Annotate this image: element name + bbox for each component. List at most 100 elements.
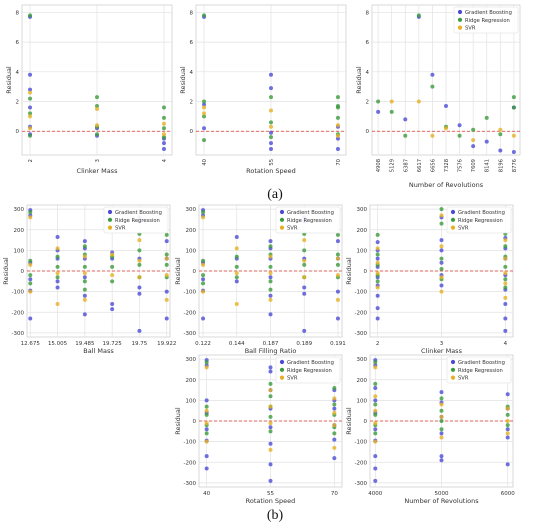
x-tick-label: 19.75 — [132, 341, 148, 347]
data-point — [28, 96, 33, 101]
x-tick-label: 8141 — [485, 159, 491, 172]
data-point — [268, 264, 273, 269]
data-point — [164, 289, 169, 294]
data-point — [28, 262, 33, 267]
legend-marker — [279, 209, 285, 215]
data-point — [268, 365, 273, 370]
y-tick-label: 8 — [366, 10, 370, 16]
data-point — [234, 279, 239, 284]
data-point — [55, 246, 60, 251]
x-tick-label: 6387 — [403, 159, 409, 172]
data-point — [375, 271, 380, 276]
y-tick-label: 200 — [357, 378, 368, 384]
data-point — [439, 256, 444, 261]
data-point — [137, 285, 142, 290]
data-point — [204, 404, 209, 409]
chart-b1: -300 -200 -100 0 100 200 300 12.675 15.005 19.485… — [2, 204, 176, 355]
data-point — [375, 232, 380, 237]
x-tick-label: 6617 — [417, 159, 423, 172]
data-point — [375, 260, 380, 265]
data-point — [164, 316, 169, 321]
y-tick-label: 100 — [186, 398, 197, 404]
y-tick-label: -300 — [355, 331, 368, 337]
data-point — [373, 386, 378, 390]
data-point — [439, 396, 444, 401]
data-point — [335, 105, 340, 110]
x-tick-label: 8776 — [512, 159, 518, 172]
y-tick-label: 0 — [364, 269, 368, 275]
x-tick-label: 4 — [162, 158, 168, 162]
data-point — [55, 264, 60, 269]
data-point — [335, 232, 340, 237]
data-point — [505, 419, 510, 423]
legend-label: SVR — [458, 376, 469, 382]
data-point — [204, 466, 209, 471]
y-tick-label: 100 — [357, 398, 368, 404]
data-point — [439, 427, 444, 432]
data-point — [439, 221, 444, 226]
data-point — [268, 275, 273, 280]
data-point — [110, 252, 115, 257]
data-point — [471, 127, 476, 132]
legend-label: SVR — [458, 226, 469, 232]
data-point — [505, 392, 510, 397]
data-point — [332, 437, 337, 442]
data-point — [302, 238, 307, 243]
legend-label: Ridge Regression — [287, 218, 332, 224]
data-point — [204, 454, 209, 459]
x-tick-label: 5000 — [435, 491, 449, 497]
data-point — [204, 412, 209, 417]
data-point — [268, 404, 273, 409]
data-point — [95, 103, 99, 108]
x-tick-label: 19.725 — [103, 341, 123, 347]
chart-b3: -300 -200 -100 0 100 200 300 2 3 4 Clinker Mass Res… — [345, 204, 514, 355]
data-point — [55, 254, 60, 259]
data-point — [335, 95, 340, 100]
y-tick-label: 300 — [186, 357, 197, 363]
data-point — [332, 423, 337, 428]
data-point — [511, 105, 516, 110]
data-point — [503, 281, 508, 286]
y-axis-label: Residual — [179, 66, 187, 94]
data-point — [268, 244, 273, 249]
y-tick-label: 4 — [366, 70, 370, 76]
y-tick-label: 2 — [16, 100, 20, 106]
data-point — [505, 462, 510, 467]
data-point — [332, 410, 337, 415]
data-point — [373, 421, 378, 426]
x-axis-label: Rotation Speed — [246, 167, 296, 175]
data-point — [335, 262, 340, 267]
data-point — [137, 248, 142, 253]
data-point — [335, 123, 340, 128]
chart-a1: 0 2 4 6 8 2 3 4 Clinker Mass Residual — [5, 4, 173, 175]
data-point — [375, 246, 380, 251]
data-point — [28, 105, 33, 110]
x-tick-label: 70 — [336, 159, 342, 166]
data-point — [28, 277, 33, 282]
data-point — [373, 360, 378, 365]
data-point — [335, 115, 340, 120]
data-point — [110, 273, 115, 278]
data-point — [204, 427, 209, 432]
x-tick-label: 7328 — [444, 159, 450, 172]
data-point — [505, 412, 510, 417]
legend: Gradient Boosting Ridge Regression SVR — [446, 356, 512, 384]
data-point — [95, 123, 99, 128]
data-point — [373, 408, 378, 413]
data-point — [268, 421, 273, 426]
y-tick-label: 0 — [193, 419, 197, 425]
legend-label: Ridge Regression — [287, 368, 332, 374]
legend-marker — [279, 375, 285, 380]
y-tick-label: 200 — [357, 228, 368, 234]
data-point — [164, 297, 169, 302]
data-point — [28, 210, 33, 215]
x-tick-label: 19.922 — [157, 341, 176, 347]
data-point — [269, 141, 273, 146]
data-point — [302, 328, 307, 333]
data-point — [335, 239, 340, 244]
y-tick-label: 200 — [14, 228, 25, 234]
x-tick-label: 2 — [28, 159, 34, 162]
x-axis-label: Number of Revolutions — [409, 181, 484, 189]
data-point — [268, 271, 273, 276]
data-point — [302, 291, 307, 296]
